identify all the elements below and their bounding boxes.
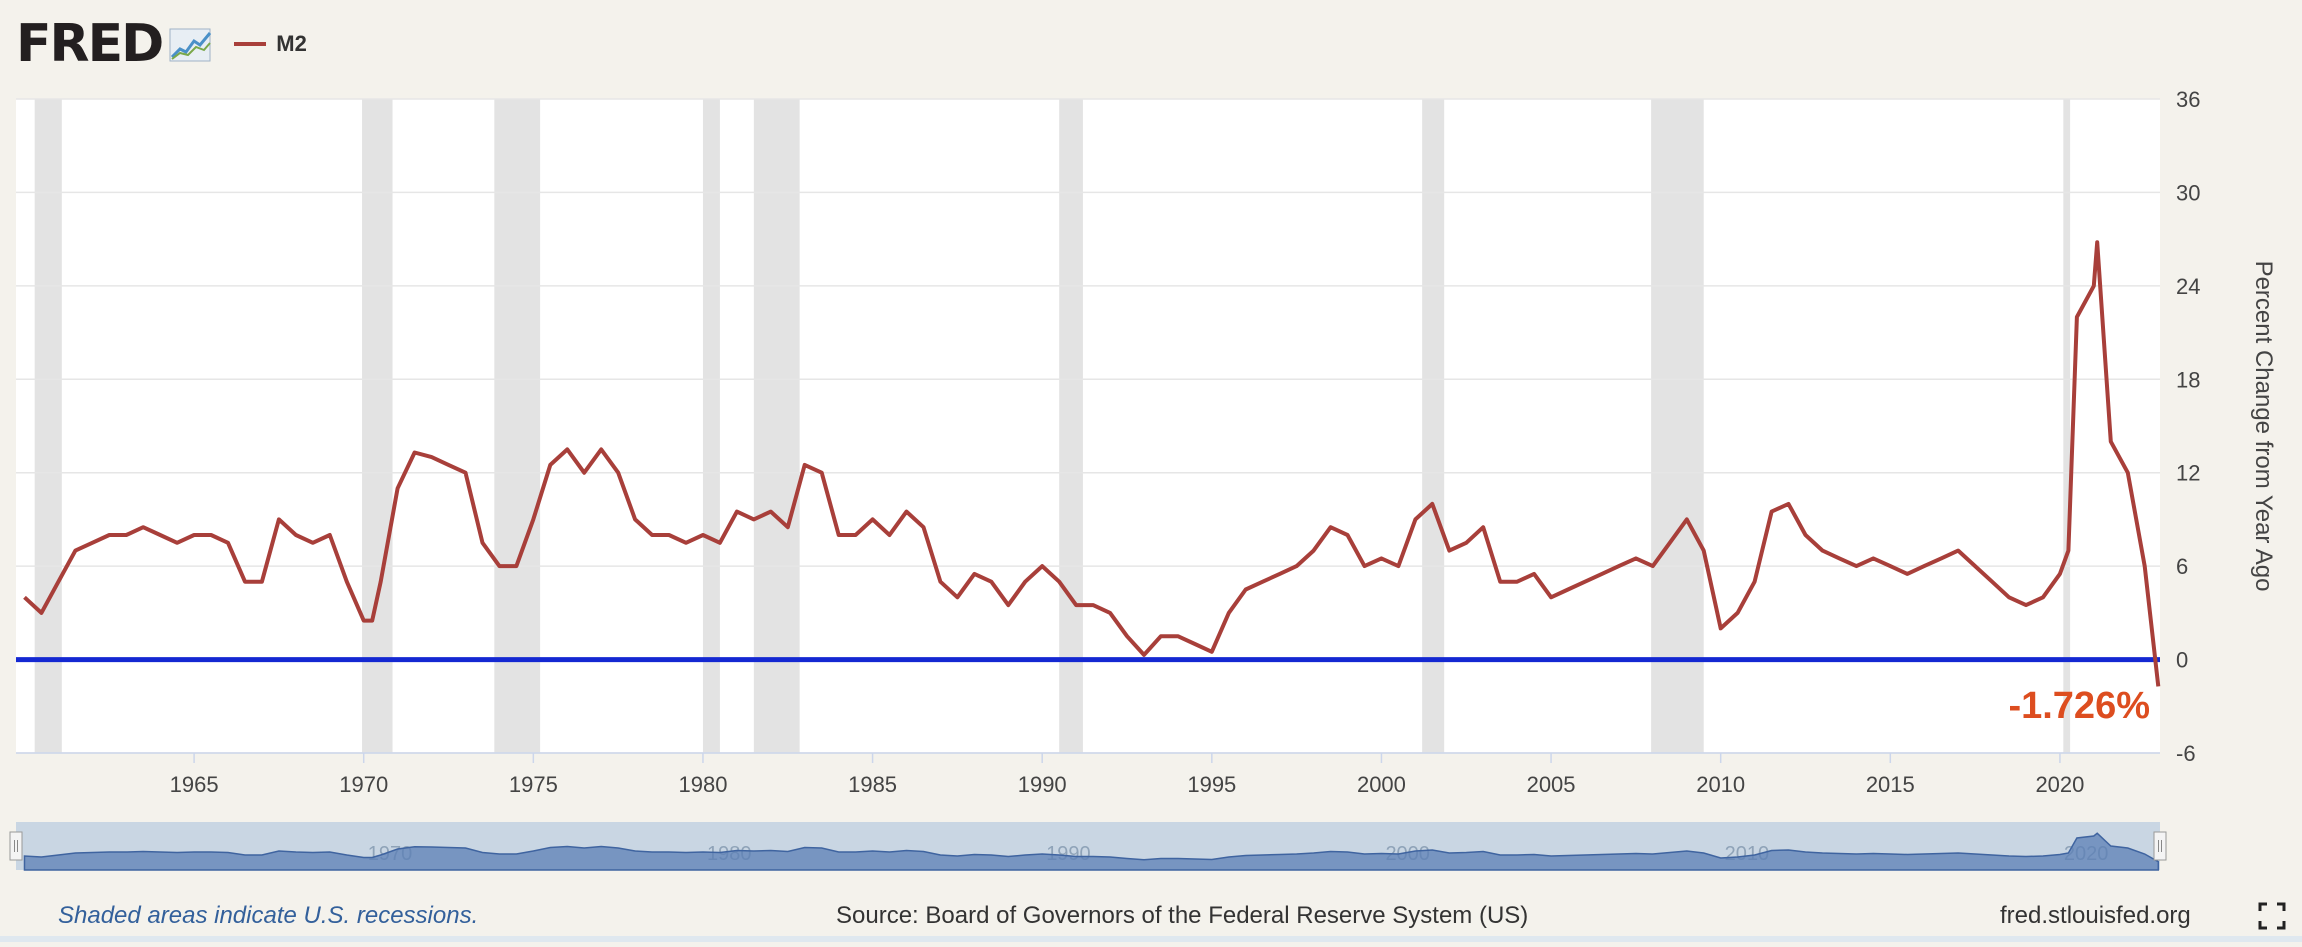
x-tick-label: 1990	[1018, 772, 1067, 797]
site-link[interactable]: fred.stlouisfed.org	[2000, 902, 2191, 929]
range-navigator[interactable]: 197019801990200020102020	[9, 822, 2167, 871]
chart-header: FRED M2	[16, 14, 307, 74]
legend-label: M2	[276, 31, 307, 56]
bottom-strip	[0, 936, 2302, 942]
recession-band	[362, 99, 393, 753]
y-tick-label: 30	[2176, 180, 2200, 205]
fullscreen-icon[interactable]	[2258, 902, 2286, 930]
x-tick-label: 1970	[339, 772, 388, 797]
y-tick-label: 12	[2176, 461, 2200, 486]
y-tick-label: 6	[2176, 554, 2188, 579]
y-tick-label: 18	[2176, 367, 2200, 392]
fred-logo[interactable]: FRED	[16, 14, 164, 74]
fred-chart-icon	[169, 28, 212, 62]
recession-band	[1422, 99, 1445, 753]
navigator-handle-left[interactable]	[9, 831, 23, 861]
y-tick-label: 36	[2176, 87, 2200, 112]
x-tick-label: 1995	[1187, 772, 1236, 797]
x-tick-label: 1975	[509, 772, 558, 797]
series-line-m2	[23, 240, 2161, 687]
x-tick-label: 1965	[170, 772, 219, 797]
recession-note: Shaded areas indicate U.S. recessions.	[58, 902, 479, 929]
x-tick-label: 2000	[1357, 772, 1406, 797]
plot-background	[16, 99, 2160, 753]
x-tick-label: 2020	[2035, 772, 2084, 797]
recession-band	[494, 99, 541, 753]
y-tick-label: -6	[2176, 741, 2196, 766]
navigator-handle-right[interactable]	[2153, 831, 2167, 861]
x-tick-label: 2005	[1527, 772, 1576, 797]
latest-value-annotation: -1.726%	[2008, 685, 2150, 727]
x-tick-label: 1985	[848, 772, 897, 797]
x-tick-label: 2010	[1696, 772, 1745, 797]
x-tick-label: 1980	[678, 772, 727, 797]
recession-band	[702, 99, 720, 753]
recession-band	[34, 99, 62, 753]
recession-band	[753, 99, 800, 753]
y-tick-label: 24	[2176, 274, 2200, 299]
source-note: Source: Board of Governors of the Federa…	[836, 902, 1529, 929]
legend-swatch	[234, 42, 267, 46]
recession-band	[1059, 99, 1083, 753]
x-tick-label: 2015	[1866, 772, 1915, 797]
legend[interactable]: M2	[234, 31, 307, 57]
navigator-series-area	[23, 832, 2160, 871]
y-tick-label: 0	[2176, 648, 2188, 673]
recession-band	[2063, 99, 2071, 753]
y-axis-label: Percent Change from Year Ago	[2250, 261, 2277, 592]
recession-band	[1651, 99, 1704, 753]
